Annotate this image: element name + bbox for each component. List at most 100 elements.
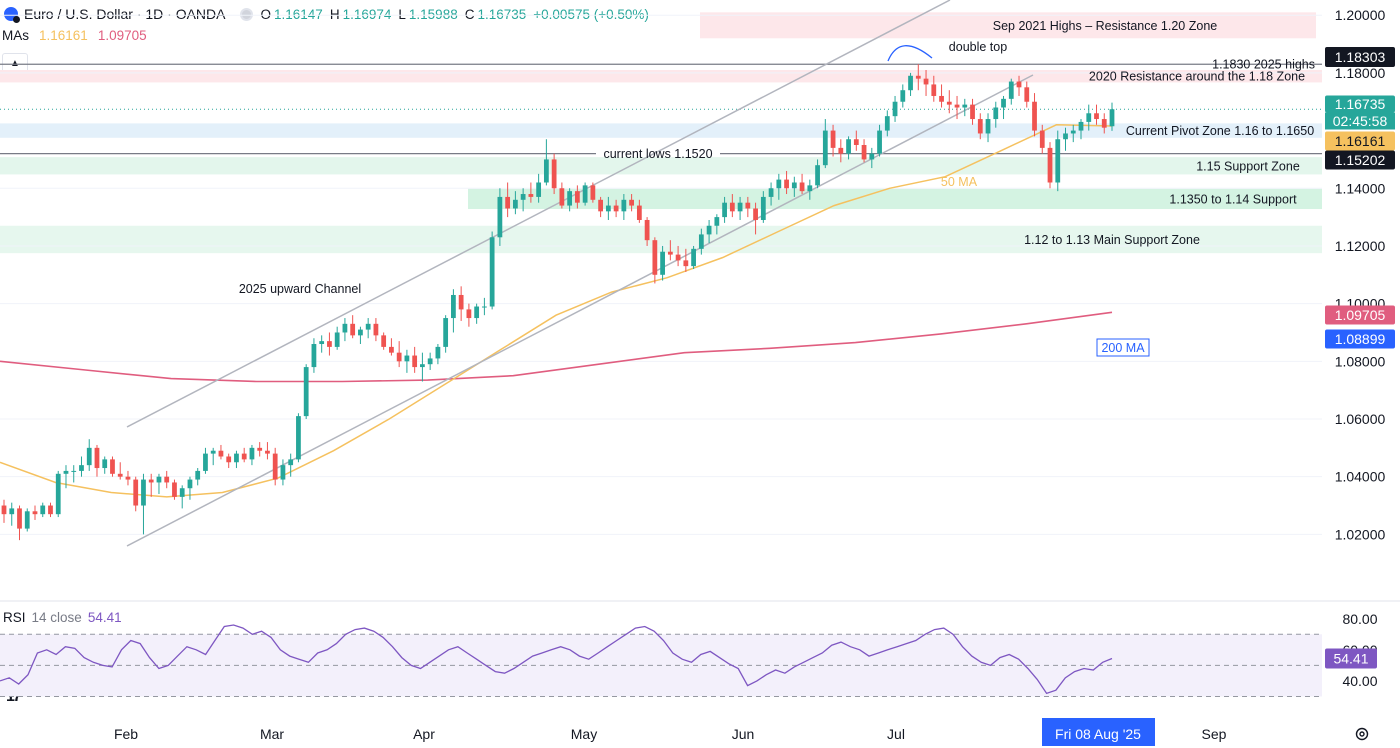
candle-body xyxy=(435,346,441,359)
candle-body xyxy=(923,78,929,85)
rsi-line xyxy=(0,624,1113,695)
candle-body xyxy=(621,199,627,212)
time-axis[interactable]: Feb Mar Apr May Jun Jul Sep Fri 08 Aug '25 xyxy=(114,718,1227,746)
candle-body xyxy=(365,323,371,330)
candle-body xyxy=(768,188,774,197)
candle-body xyxy=(861,145,867,160)
candle-body xyxy=(830,130,836,148)
candle-body xyxy=(257,447,263,451)
candle-body xyxy=(691,248,696,267)
zone-band xyxy=(700,12,1316,39)
ma200-legend-value: 1.09705 xyxy=(97,28,147,43)
candle-body xyxy=(1001,98,1006,108)
candle-body xyxy=(512,199,518,209)
candle-body xyxy=(815,165,820,186)
time-tick-label: Sep xyxy=(1202,726,1227,742)
rsi-label: RSI xyxy=(3,610,26,625)
zone-label: 2020 Resistance around the 1.18 Zone xyxy=(1089,70,1305,84)
candle-body xyxy=(636,205,642,220)
candle-body xyxy=(156,476,162,483)
price-tick-label: 1.14000 xyxy=(1335,180,1386,196)
candle-body xyxy=(551,159,557,189)
candle-body xyxy=(373,323,379,336)
candle-body xyxy=(443,318,449,347)
candle-body xyxy=(846,139,851,154)
candle-body xyxy=(288,459,294,466)
candle-body xyxy=(714,217,720,226)
candle-body xyxy=(458,294,464,310)
market-status-icon[interactable] xyxy=(239,7,253,21)
candle-body xyxy=(574,191,580,203)
candle-body xyxy=(342,323,348,333)
ma-legend[interactable]: MAs 1.16161 1.09705 xyxy=(2,28,147,43)
candle-body xyxy=(1070,130,1076,134)
candle-body xyxy=(427,358,433,365)
candle-body xyxy=(543,159,549,183)
gear-icon[interactable] xyxy=(1354,726,1370,742)
candle-body xyxy=(226,456,232,463)
candle-body xyxy=(272,453,278,480)
high-value: 1.16974 xyxy=(342,6,392,22)
candle-body xyxy=(94,447,100,469)
candle-body xyxy=(9,508,15,515)
ma50-label: 50 MA xyxy=(941,175,978,189)
candle-body xyxy=(970,104,975,120)
candle-body xyxy=(528,194,534,197)
zone-band xyxy=(0,123,1322,138)
candle-body xyxy=(1078,121,1084,131)
candle-body xyxy=(350,323,356,336)
lows-line-label: current lows 1.1520 xyxy=(603,147,712,161)
candle-body xyxy=(164,476,170,483)
candle-body xyxy=(172,482,177,497)
candle-body xyxy=(1,505,7,515)
price-axis[interactable]: 1.200001.180001.140001.120001.100001.080… xyxy=(1325,7,1395,542)
open-label: O xyxy=(260,6,272,22)
price-tag-label: 1.16735 xyxy=(1335,96,1386,112)
candle-body xyxy=(141,479,146,506)
channel-lower-line xyxy=(126,74,1034,547)
close-label: C xyxy=(464,6,475,22)
zone-band xyxy=(0,225,1322,254)
candle-body xyxy=(753,208,758,220)
rsi-legend[interactable]: RSI 14 close 54.41 xyxy=(3,610,122,625)
candle-body xyxy=(110,459,115,474)
candle-body xyxy=(195,470,201,480)
symbol-title[interactable]: Euro / U.S. Dollar · 1D · OANDA xyxy=(24,6,226,22)
candle-body xyxy=(698,234,704,249)
zone-band xyxy=(0,157,1322,175)
candle-body xyxy=(536,182,542,197)
moving-averages-layer xyxy=(0,124,1113,498)
zone-label: Sep 2021 Highs – Resistance 1.20 Zone xyxy=(993,19,1217,33)
candle-body xyxy=(613,205,619,212)
level-lines-layer xyxy=(0,63,1322,155)
zone-label: 1.1350 to 1.14 Support xyxy=(1169,192,1297,206)
ma200-line xyxy=(0,311,1113,383)
ma200-label: 200 MA xyxy=(1101,341,1145,355)
candle-body xyxy=(869,153,875,160)
candle-body xyxy=(1008,81,1014,99)
candle-body xyxy=(877,130,882,154)
ma200-label-box xyxy=(1096,338,1150,357)
candle-body xyxy=(404,355,410,362)
price-tick-label: 1.08000 xyxy=(1335,353,1386,369)
candle-body xyxy=(567,191,573,206)
zone-label: 1.15 Support Zone xyxy=(1196,159,1300,173)
candle-body xyxy=(946,101,952,105)
candle-body xyxy=(520,194,526,200)
price-tick-label: 1.04000 xyxy=(1335,469,1386,485)
change-value: +0.00575 (+0.50%) xyxy=(533,6,649,22)
price-tag-label: 02:45:58 xyxy=(1333,113,1388,129)
candle-body xyxy=(86,447,92,466)
candle-body xyxy=(590,185,596,200)
close-value: 1.16735 xyxy=(477,6,527,22)
candle-body xyxy=(853,139,859,145)
zone-layer xyxy=(0,12,1322,254)
candles-layer[interactable] xyxy=(1,64,1115,541)
annotation-layer: Sep 2021 Highs – Resistance 1.20 Zone 202… xyxy=(239,19,1315,357)
price-tag-label: 1.08899 xyxy=(1335,331,1386,347)
channel-layer xyxy=(126,0,1034,547)
price-tick-label: 1.12000 xyxy=(1335,238,1386,254)
zone-band xyxy=(468,188,1322,210)
